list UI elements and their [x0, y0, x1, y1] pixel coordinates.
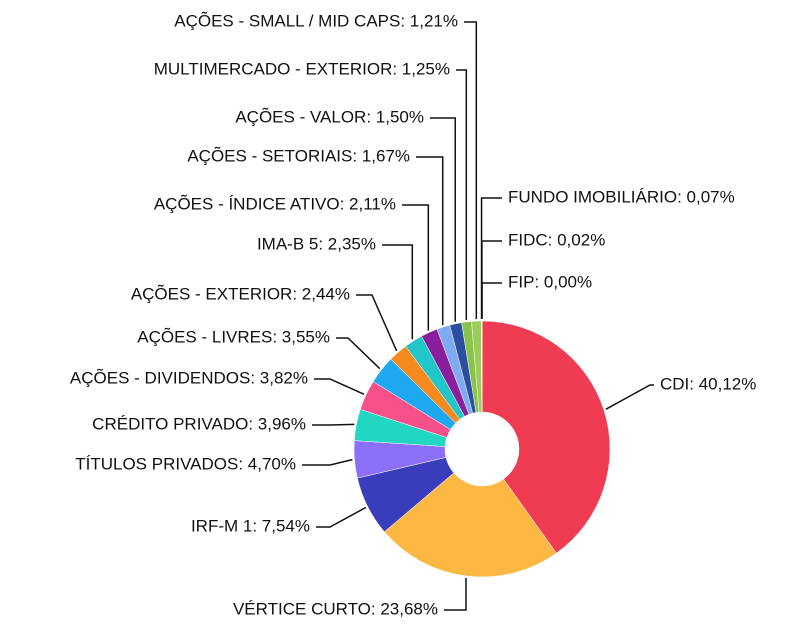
slice-label: AÇÕES - SMALL / MID CAPS: 1,21%: [174, 11, 458, 30]
leader-line: [605, 384, 654, 410]
slice: [481, 320, 611, 554]
slice: [384, 472, 557, 578]
leader-line: [316, 506, 367, 528]
leader-line: [416, 156, 444, 326]
slice-label: MULTIMERCADO - EXTERIOR: 1,25%: [154, 59, 450, 78]
leader-line: [402, 204, 430, 331]
slice-label: AÇÕES - EXTERIOR: 2,44%: [131, 284, 350, 303]
slice-label: AÇÕES - SETORIAIS: 1,67%: [187, 146, 410, 165]
slice-label: TÍTULOS PRIVADOS: 4,70%: [75, 454, 296, 473]
slice-label: AÇÕES - DIVIDENDOS: 3,82%: [70, 368, 308, 387]
leader-line: [456, 69, 468, 320]
leader-line: [314, 378, 365, 395]
leader-line: [481, 282, 502, 319]
leader-line: [444, 578, 467, 611]
slice-label: FIDC: 0,02%: [508, 230, 605, 249]
slice-label: IMA-B 5: 2,35%: [257, 234, 376, 253]
leader-line: [312, 423, 355, 426]
leader-line: [464, 21, 478, 320]
slice-label: CDI: 40,12%: [660, 374, 756, 393]
slice-label: IRF-M 1: 7,54%: [191, 516, 310, 535]
leader-line: [336, 337, 381, 370]
slice-label: AÇÕES - ÍNDICE ATIVO: 2,11%: [154, 194, 396, 213]
slice-label: AÇÕES - VALOR: 1,50%: [235, 107, 424, 126]
leader-line: [430, 117, 456, 322]
leader-line: [480, 197, 502, 320]
leader-line: [356, 294, 398, 352]
leader-line: [382, 244, 414, 340]
slice-label: VÉRTICE CURTO: 23,68%: [233, 599, 438, 618]
slice-label: AÇÕES - LIVRES: 3,55%: [137, 327, 330, 346]
slice-label: FUNDO IMOBILIÁRIO: 0,07%: [508, 187, 735, 206]
slice-label: FIP: 0,00%: [508, 272, 592, 291]
leader-line: [481, 240, 502, 320]
leader-line: [302, 458, 353, 466]
slice-label: CRÉDITO PRIVADO: 3,96%: [92, 414, 306, 433]
